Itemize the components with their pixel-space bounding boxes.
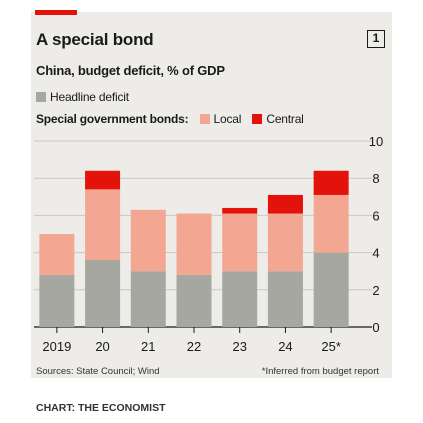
central-swatch [252, 114, 263, 124]
x-tick-label: 23 [232, 339, 246, 354]
chart-title: A special bond [36, 30, 154, 49]
bar-local [130, 209, 166, 272]
y-tick-label: 4 [372, 246, 379, 261]
x-tick-label: 20 [95, 339, 109, 354]
brand-tag [35, 10, 77, 15]
legend-local: Local [199, 112, 242, 126]
x-tick-label: 25* [321, 339, 341, 354]
bar-local [313, 194, 349, 253]
x-tick-label: 22 [187, 339, 201, 354]
bar-headline-deficit [39, 274, 75, 327]
bar-headline-deficit [176, 274, 212, 327]
chart-credit: CHART: THE ECONOMIST [36, 402, 166, 414]
bar-central [313, 170, 349, 195]
bar-local [267, 213, 303, 272]
bar-headline-deficit [85, 260, 121, 327]
bar-local [39, 234, 75, 275]
bar-headline-deficit [222, 271, 258, 327]
x-tick-label: 2019 [42, 339, 71, 354]
legend-special: Special government bonds: Local Central [36, 112, 304, 126]
bar-local [85, 189, 121, 261]
local-swatch [199, 114, 210, 124]
y-tick-label: 0 [372, 320, 379, 335]
x-tick-label: 21 [141, 339, 155, 354]
y-tick-label: 10 [369, 134, 383, 149]
bar-central [222, 207, 258, 214]
local-label: Local [213, 112, 242, 126]
bar-headline-deficit [130, 271, 166, 327]
bar-headline-deficit [267, 271, 303, 327]
inferred-note: *Inferred from budget report [261, 366, 379, 377]
x-tick-label: 24 [278, 339, 292, 354]
special-prefix: Special government bonds: [36, 112, 189, 126]
bar-central [85, 170, 121, 190]
bar-local [222, 213, 258, 272]
legend-headline: Headline deficit [36, 90, 129, 104]
headline-swatch [36, 92, 46, 102]
y-tick-label: 6 [372, 208, 379, 223]
chart-number-badge: 1 [367, 30, 385, 48]
legend-central: Central [252, 112, 304, 126]
bar-headline-deficit [313, 252, 349, 327]
chart-subtitle: China, budget deficit, % of GDP [36, 63, 225, 78]
bar-local [176, 213, 212, 275]
sources-note: Sources: State Council; Wind [36, 366, 160, 377]
headline-label: Headline deficit [50, 90, 129, 104]
bar-central [267, 194, 303, 214]
y-tick-label: 8 [372, 171, 379, 186]
y-tick-label: 2 [372, 283, 379, 298]
central-label: Central [266, 112, 304, 126]
